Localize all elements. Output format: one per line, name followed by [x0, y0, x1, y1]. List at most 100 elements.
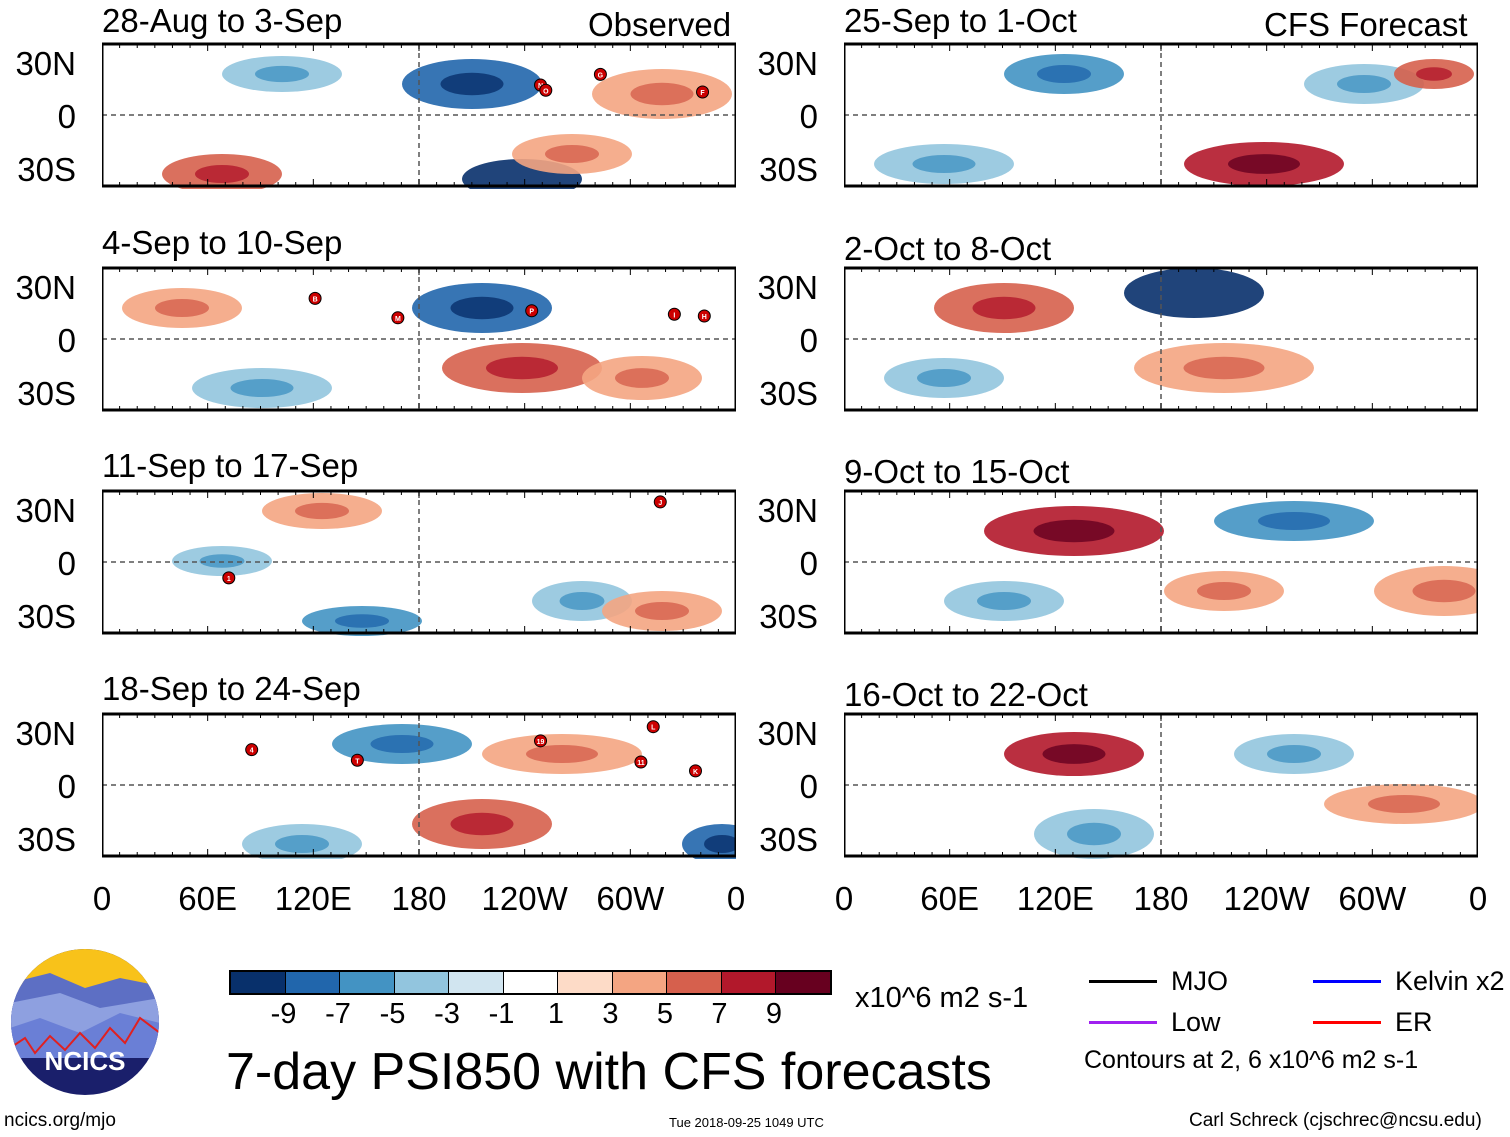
lat-tick-label: 0 [799, 98, 818, 135]
storm-marker: M [391, 311, 405, 325]
panel-title: 4-Sep to 10-Sep [102, 224, 343, 261]
lon-tick-label: 120W [1223, 880, 1310, 917]
lon-tick-label: 120E [1016, 880, 1094, 917]
svg-text:K: K [693, 769, 698, 776]
panel-title: 25-Sep to 1-Oct [844, 2, 1077, 39]
lat-tick-label: 30S [17, 375, 76, 412]
colorbar-label: 7 [711, 998, 728, 1030]
svg-text:11: 11 [637, 760, 645, 767]
lat-tick-label: 0 [57, 322, 76, 359]
colorbar-swatch [394, 972, 449, 993]
footer-timestamp: Tue 2018-09-25 1049 UTC [669, 1115, 824, 1130]
lat-tick-label: 30S [759, 375, 818, 412]
svg-text:T: T [355, 758, 360, 765]
storm-marker: 1 [222, 571, 236, 585]
panel-title: 18-Sep to 24-Sep [102, 670, 361, 707]
lat-tick-label: 30N [15, 492, 76, 529]
panel-title: 2-Oct to 8-Oct [844, 230, 1052, 267]
panel-title: 9-Oct to 15-Oct [844, 453, 1070, 490]
storm-marker: P [525, 304, 539, 318]
colorbar-label: 3 [602, 998, 619, 1030]
lat-tick-label: 30S [17, 821, 76, 858]
svg-text:M: M [395, 316, 401, 323]
lon-tick-label: 60W [1338, 880, 1407, 917]
svg-text:G: G [598, 72, 604, 79]
map-panel [844, 42, 1478, 188]
ncics-logo: NCICS [11, 949, 159, 1095]
forecast-header: CFS Forecast [1264, 6, 1468, 43]
legend-low: Low [1089, 1007, 1221, 1038]
svg-text:NCICS: NCICS [45, 1046, 126, 1076]
lat-tick-label: 30N [757, 715, 818, 752]
lon-tick-label: 0 [92, 880, 112, 917]
svg-text:I: I [673, 312, 675, 319]
lat-tick-label: 0 [57, 768, 76, 805]
storm-marker: L [646, 720, 660, 734]
colorbar-label: -3 [434, 998, 460, 1030]
svg-text:L: L [651, 725, 656, 732]
colorbar-swatch [340, 972, 395, 993]
svg-text:F: F [700, 90, 705, 97]
map-panel: J1 [102, 489, 736, 636]
colorbar-label: 1 [547, 998, 565, 1030]
lat-tick-label: 0 [799, 545, 818, 582]
lat-tick-label: 30N [757, 492, 818, 529]
colorbar-label: -9 [270, 998, 297, 1030]
colorbar-swatch [231, 972, 286, 993]
panel-title: 28-Aug to 3-Sep [102, 2, 343, 39]
lat-tick-label: 30S [759, 151, 818, 188]
storm-marker: B [308, 291, 322, 305]
map-panel [844, 266, 1478, 412]
storm-marker: 19 [534, 734, 548, 748]
colorbar-label: -5 [379, 998, 406, 1030]
storm-marker: G [593, 67, 607, 81]
footer-author: Carl Schreck (cjschrec@ncsu.edu) [1189, 1110, 1482, 1131]
footer-url[interactable]: ncics.org/mjo [4, 1110, 116, 1131]
storm-marker: O [539, 83, 553, 97]
map-panel [844, 489, 1478, 635]
colorbar-swatch [449, 972, 504, 993]
colorbar-label: -1 [488, 998, 515, 1030]
svg-text:H: H [702, 314, 707, 321]
lon-tick-label: 0 [834, 880, 854, 917]
svg-text:1: 1 [227, 576, 231, 583]
colorbar-swatch [667, 972, 722, 993]
storm-marker: 11 [634, 755, 648, 769]
lat-tick-label: 30S [759, 821, 818, 858]
colorbar-units: x10^6 m2 s-1 [855, 982, 1029, 1014]
panel-title: 16-Oct to 22-Oct [844, 676, 1088, 713]
map-panel: 4 T 19 L 11 K [102, 712, 736, 859]
legend-mjo: MJO [1089, 966, 1228, 997]
colorbar-swatch [503, 972, 558, 993]
anomaly-blob [1124, 268, 1264, 318]
lon-tick-label: 0 [726, 880, 746, 917]
lon-tick-label: 60W [596, 880, 665, 917]
svg-text:O: O [543, 88, 549, 95]
map-panel [844, 712, 1478, 859]
colorbar-swatch [558, 972, 613, 993]
main-title: 7-day PSI850 with CFS forecasts [226, 1043, 992, 1101]
lat-tick-label: 30N [757, 269, 818, 306]
lon-tick-label: 0 [1468, 880, 1488, 917]
legend-kelvin: Kelvin x2 [1313, 966, 1505, 997]
map-panel: NO G F [102, 42, 736, 189]
storm-marker: H [697, 309, 711, 323]
legend-er: ER [1313, 1007, 1433, 1038]
lat-tick-label: 0 [57, 98, 76, 135]
storm-marker: 4 [245, 743, 259, 757]
lon-tick-label: 180 [391, 880, 447, 917]
observed-header: Observed [588, 6, 732, 43]
map-panel: B M P I H [102, 266, 736, 412]
storm-marker: J [653, 495, 667, 509]
colorbar-label: 9 [765, 998, 783, 1030]
svg-text:P: P [529, 309, 534, 316]
contour-note: Contours at 2, 6 x10^6 m2 s-1 [1084, 1046, 1419, 1074]
colorbar-label: -7 [325, 998, 351, 1030]
colorbar-label: 5 [656, 998, 674, 1030]
colorbar-swatch [285, 972, 340, 993]
lat-tick-label: 30N [15, 269, 76, 306]
colorbar-swatch [612, 972, 667, 993]
svg-text:N: N [538, 83, 543, 90]
colorbar-swatch [721, 972, 776, 993]
colorbar-swatch [776, 972, 830, 993]
